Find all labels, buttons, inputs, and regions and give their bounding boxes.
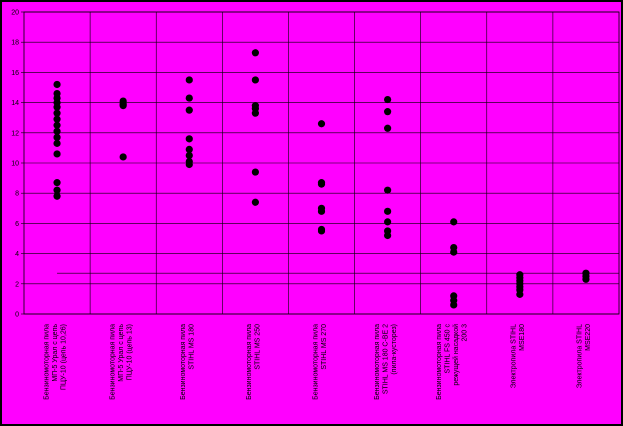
data-point (53, 133, 61, 141)
data-point (384, 231, 392, 240)
data-point (53, 139, 61, 147)
x-category-label-line: ПЦУ-10 (цепь 13) (127, 324, 134, 380)
x-category-label: Бензиномоторная пила STIHL MS 180 C-BE 2(… (374, 324, 398, 400)
y-tick-label: 6 (15, 221, 19, 228)
x-category-label: Бензиномоторная пила МП-5 Урал с цепь ПЦУ-… (110, 324, 134, 400)
data-point (450, 301, 458, 309)
data-point (317, 227, 326, 235)
x-category-label-line: STIHL MS 180 (189, 324, 196, 370)
x-category-label-line: STIHL MS 180 C-BE 2 (383, 324, 390, 394)
x-category-label-line: 200 3 (461, 324, 468, 342)
x-category-label-line: Бензиномоторная пила (246, 324, 253, 400)
x-category-label-line: Бензиномоторная пила (436, 324, 443, 400)
x-category-label-line: Бензиномоторная пила (180, 324, 187, 400)
data-point (251, 49, 259, 57)
y-tick-label: 0 (15, 312, 19, 319)
x-category-label-line: Бензиномоторная пила (110, 324, 117, 400)
data-point (185, 145, 193, 154)
data-point (53, 192, 61, 200)
y-tick-label: 20 (11, 10, 19, 17)
data-point (53, 103, 61, 111)
x-category-label-line: MSE180 (519, 324, 526, 351)
data-point (53, 109, 61, 117)
x-category-label: Бензиномоторная пила МП-5 Урал с цепь ПЦУ-… (44, 324, 68, 400)
data-point (185, 151, 193, 160)
x-category-label: Электропила STIHL MSE220 (577, 324, 593, 388)
data-point (450, 248, 458, 256)
x-category-label: Бензиномоторная пила STIHL MS 250 (246, 324, 262, 400)
data-point (53, 179, 61, 187)
data-point (384, 218, 392, 226)
y-tick-label: 8 (15, 191, 19, 198)
data-point (384, 124, 392, 132)
x-category-label-line: Бензиномоторная пила (374, 324, 381, 400)
data-point (384, 95, 392, 104)
data-point (185, 94, 193, 102)
x-category-label: Бензиномоторная пила STIHL MS 270 (312, 324, 328, 400)
x-category-label-line: MSE220 (585, 324, 592, 351)
y-tick-label: 16 (11, 70, 19, 77)
data-point (384, 186, 392, 194)
x-category-label-line: STIHL MS 270 (321, 324, 328, 370)
x-category-label-line: МП-5 Урал с цепь (52, 324, 59, 382)
data-point (317, 120, 326, 128)
data-point (53, 80, 61, 89)
x-category-label-line: режущей насадкой (452, 324, 460, 386)
data-point (384, 108, 392, 116)
data-point (185, 106, 193, 114)
x-category-label: Бензиномоторная пила STIHL FS 450 с режуще… (436, 324, 469, 400)
data-point (119, 102, 127, 110)
data-point (450, 218, 458, 226)
x-category-label-line: STIHL MS 250 (255, 324, 262, 370)
x-category-label-line: Бензиномоторная пила (44, 324, 51, 400)
y-tick-label: 4 (15, 251, 19, 258)
data-point (185, 160, 193, 169)
data-point (384, 207, 392, 215)
data-point (251, 76, 259, 84)
data-point (516, 290, 524, 298)
x-category-label-line: Электропила STIHL (577, 324, 584, 388)
data-point (53, 127, 61, 135)
data-point (251, 168, 259, 176)
x-category-label-line: STIHL FS 450 с (444, 324, 451, 374)
y-tick-label: 14 (11, 100, 19, 107)
y-tick-label: 18 (11, 40, 19, 47)
data-point (53, 115, 61, 123)
x-category-label-line: МП-5 Урал с цепь (118, 324, 125, 382)
data-point (317, 180, 326, 188)
y-tick-label: 10 (11, 161, 19, 168)
data-point (53, 121, 61, 129)
x-category-label-line: Бензиномоторная пила (312, 324, 319, 400)
data-point (119, 153, 127, 161)
x-category-label: Электропила STIHL MSE180 (511, 324, 527, 388)
x-category-label-line: ПЦУ-10 (цепь 10,26) (61, 324, 68, 390)
x-category-label: Бензиномоторная пила STIHL MS 180 (180, 324, 196, 400)
data-point (185, 135, 193, 143)
y-tick-label: 2 (15, 281, 19, 288)
data-point (251, 109, 259, 117)
data-point (185, 76, 193, 84)
data-point (317, 207, 326, 215)
x-category-label-line: Электропила STIHL (511, 324, 518, 388)
data-point (53, 150, 61, 158)
data-point (251, 198, 259, 206)
data-point (53, 186, 61, 194)
y-tick-label: 12 (11, 130, 19, 137)
x-category-label-line: (пила-кусторез) (391, 324, 398, 375)
data-point (582, 275, 590, 283)
